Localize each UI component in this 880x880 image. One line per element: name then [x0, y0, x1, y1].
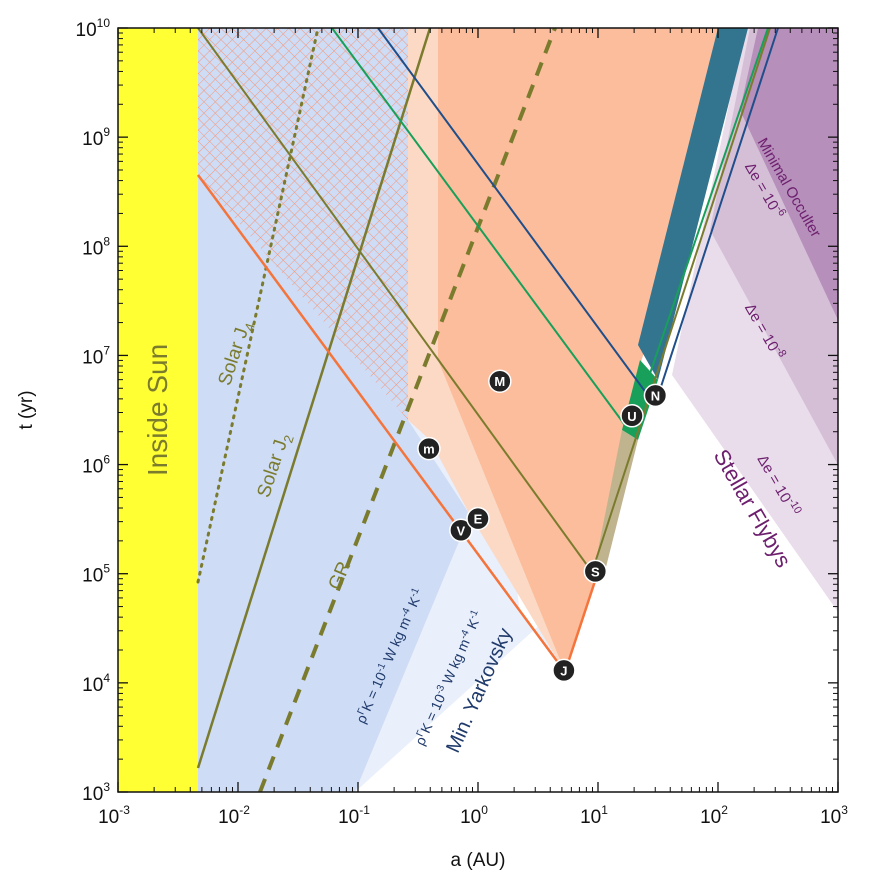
- gr-curve: [258, 28, 557, 792]
- y-tick-label: 105: [82, 562, 110, 587]
- planet-uranus: U: [620, 404, 644, 428]
- x-axis-title: a (AU): [451, 850, 506, 871]
- solar-j4-curve: [196, 28, 320, 584]
- planet-marker: [643, 383, 668, 408]
- hatched-region-cross: [198, 28, 408, 420]
- planet-marker: [583, 559, 608, 584]
- planet-label: E: [474, 512, 483, 527]
- planet-marker: [620, 404, 644, 428]
- x-tick-label: 10-3: [98, 803, 130, 828]
- x-tick-label: 100: [460, 803, 488, 828]
- y-tick-label: 104: [82, 671, 110, 696]
- x-tick-label: 10-1: [338, 803, 370, 828]
- x-tick-label: 101: [580, 803, 608, 828]
- axis-ticks: 10-3 10-2 10-1 100 101 102 103 103 104 105 106 107 1…: [76, 16, 849, 828]
- salmon-region: [438, 28, 748, 672]
- y-tick-label: 103: [82, 780, 110, 805]
- teal-band: [638, 28, 748, 380]
- planet-earth: E: [466, 506, 490, 531]
- y-tick-label: 1010: [76, 16, 111, 41]
- planet-label: V: [457, 523, 466, 538]
- planet-jupiter: J: [552, 658, 576, 683]
- y-tick-label: 107: [82, 343, 110, 368]
- planet-label: U: [627, 409, 636, 424]
- planet-marker: [488, 369, 512, 393]
- x-tick-label: 103: [820, 803, 848, 828]
- y-tick-label: 106: [82, 453, 110, 478]
- planet-label: N: [651, 388, 660, 403]
- planet-marker: [417, 436, 441, 461]
- planet-venus: V: [449, 518, 473, 543]
- curves: [196, 28, 779, 792]
- planet-label: M: [494, 374, 505, 389]
- planet-marker: [449, 518, 473, 543]
- planets: m VE M J S UN: [417, 369, 668, 683]
- planet-marker: [466, 506, 490, 531]
- solar-j2-curve: [196, 28, 432, 769]
- planet-mars: M: [488, 369, 512, 393]
- planet-neptune: N: [643, 383, 668, 408]
- green-secular-curve: [331, 28, 769, 435]
- planet-saturn: S: [583, 559, 608, 584]
- x-tick-label: 102: [700, 803, 728, 828]
- y-tick-label: 108: [82, 234, 110, 259]
- inside-sun-label: Inside Sun: [142, 344, 173, 476]
- x-tick-label: 10-2: [218, 803, 250, 828]
- planet-marker: [552, 658, 576, 683]
- y-tick-label: 109: [82, 125, 110, 150]
- planet-label: J: [560, 663, 567, 678]
- inside-sun-region: [118, 28, 198, 792]
- planet-label: S: [591, 564, 600, 579]
- purple-region-dark: [740, 28, 838, 320]
- planet-mercury: m: [417, 436, 441, 461]
- planet-label: m: [423, 442, 435, 457]
- y-axis-title: t (yr): [16, 390, 37, 429]
- plot-regions: [118, 28, 838, 792]
